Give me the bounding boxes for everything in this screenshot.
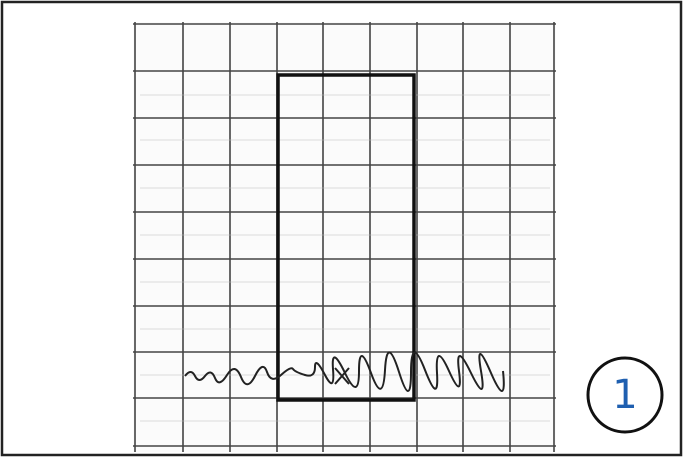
paper <box>133 22 556 452</box>
cross-mark <box>334 367 350 385</box>
badge-label: 1 <box>612 372 637 418</box>
number-badge <box>586 356 664 434</box>
squiggle-line <box>184 351 505 392</box>
grid-paper <box>133 22 556 452</box>
sketched-rectangle <box>276 73 416 402</box>
